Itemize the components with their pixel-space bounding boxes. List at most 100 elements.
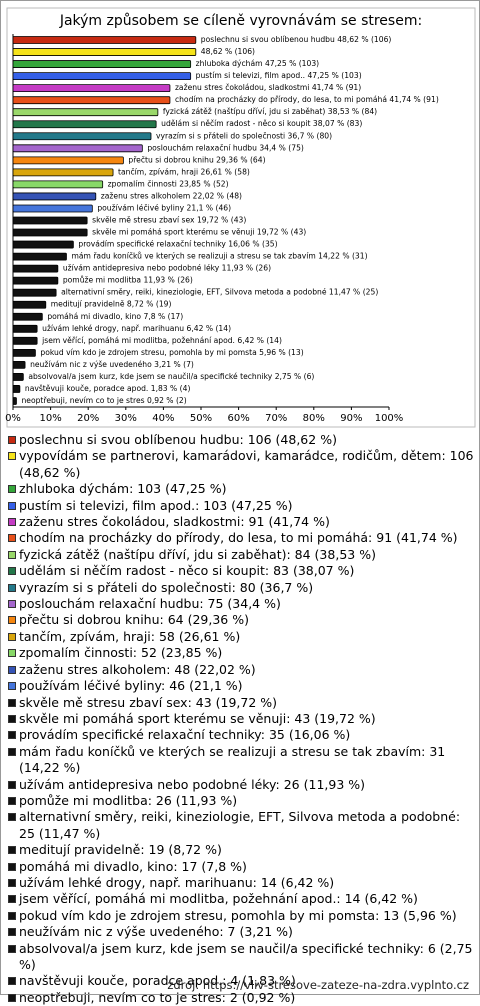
data-label: pomáhá mi divadlo, kino 7,8 % (17)	[47, 312, 183, 321]
data-label: zaženu stres alkoholem 22,02 % (48)	[101, 191, 242, 200]
legend-swatch	[8, 796, 16, 805]
bar	[12, 132, 152, 141]
data-label: navštěvuji kouče, poradce apod. 1,83 % (…	[25, 384, 191, 393]
data-label: poslechnu si svou oblíbenou hudbu 48,62 …	[201, 35, 392, 44]
x-tick-label: 60%	[227, 413, 249, 424]
data-label: udělám si něčím radost - něco si koupit …	[161, 119, 362, 128]
data-label: užívám antidepresiva nebo podobné léky 1…	[63, 264, 271, 273]
bar	[12, 240, 74, 249]
bar	[12, 204, 93, 213]
legend-label: pokud vím kdo je zdrojem stresu, pomohla…	[19, 907, 457, 923]
x-tick-label: 90%	[340, 413, 362, 424]
legend-label: meditují pravidelně: 19 (8,72 %)	[19, 842, 222, 858]
source-note: zdroj: https://vliv-stresove-zateze-na-z…	[167, 978, 469, 992]
legend-swatch	[8, 452, 16, 461]
bar	[12, 385, 21, 393]
data-label: 48,62 % (106)	[201, 47, 255, 56]
chart: Jakým způsobem se cíleně vyrovnávám se s…	[5, 7, 476, 428]
bar	[12, 60, 192, 68]
bar	[12, 228, 88, 237]
legend-swatch	[8, 583, 16, 592]
legend-label: fyzická zátěž (naštípu dříví, jdu si zab…	[19, 546, 376, 562]
legend-item: přečtu si dobrou knihu: 64 (29,36 %)	[7, 612, 475, 628]
legend-swatch	[8, 928, 16, 937]
legend-swatch	[8, 600, 16, 609]
legend-swatch	[8, 682, 16, 691]
bar	[12, 84, 171, 93]
legend-swatch	[8, 550, 16, 559]
data-label: skvěle mě stresu zbaví sex 19,72 % (43)	[92, 216, 246, 225]
legend-label: užívám lehké drogy, např. marihuanu: 14 …	[19, 874, 335, 890]
x-tick-label: 10%	[39, 413, 61, 424]
legend-item: neoptřebuji, nevím co to je stres: 2 (0,…	[7, 990, 475, 1006]
data-label: alternativní směry, reiki, kineziologie,…	[61, 288, 378, 297]
legend-item: pustím si televizi, film apod.: 103 (47,…	[7, 498, 475, 514]
data-label: pomůže mi modlitba 11,93 % (26)	[63, 276, 193, 285]
legend-item: skvěle mě stresu zbaví sex: 43 (19,72 %)	[7, 695, 475, 711]
data-label: absolvoval/a jsem kurz, kde jsem se nauč…	[28, 372, 314, 381]
legend-swatch	[8, 501, 16, 510]
legend-label: chodím na procházky do přírody, do lesa,…	[19, 530, 458, 546]
bar	[12, 373, 24, 381]
legend-swatch	[8, 862, 16, 871]
bar	[12, 72, 192, 81]
legend-item: používám léčivé byliny: 46 (21,1 %)	[7, 678, 475, 694]
legend-item: zhluboka dýchám: 103 (47,25 %)	[7, 481, 475, 497]
legend-item: skvěle mi pomáhá sport kterému se věnuji…	[7, 711, 475, 727]
bar	[12, 156, 124, 165]
chart-title: Jakým způsobem se cíleně vyrovnávám se s…	[59, 13, 422, 29]
legend-item: fyzická zátěž (naštípu dříví, jdu si zab…	[7, 547, 475, 563]
legend-label: poslouchám relaxační hudbu: 75 (34,4 %)	[19, 596, 281, 612]
legend-label: neužívám nic z výše uvedeného: 7 (3,21 %…	[19, 924, 293, 940]
bar	[12, 264, 59, 273]
legend-item: zaženu stres čokoládou, sladkostmi: 91 (…	[7, 514, 475, 530]
legend-label: jsem věřící, pomáhá mi modlitba, požehná…	[19, 891, 418, 907]
legend-swatch	[8, 846, 16, 855]
data-label: skvěle mi pomáhá sport kterému se věnuji…	[92, 228, 306, 237]
legend-label: přečtu si dobrou knihu: 64 (29,36 %)	[19, 612, 249, 628]
data-label: pokud vím kdo je zdrojem stresu, pomohla…	[40, 348, 303, 357]
bar	[12, 336, 38, 345]
legend-item: pomůže mi modlitba: 26 (11,93 %)	[7, 793, 475, 809]
legend-swatch	[8, 698, 16, 707]
legend-swatch	[8, 518, 16, 527]
legend-item: jsem věřící, pomáhá mi modlitba, požehná…	[7, 891, 475, 907]
legend-item: poslouchám relaxační hudbu: 75 (34,4 %)	[7, 596, 475, 612]
legend-swatch	[8, 747, 16, 756]
legend-label: alternativní směry, reiki, kineziologie,…	[19, 809, 461, 841]
data-label: neoptřebuji, nevím co to je stres 0,92 %…	[21, 396, 186, 405]
data-label: přečtu si dobrou knihu 29,36 % (64)	[128, 155, 265, 164]
legend-swatch	[8, 977, 16, 986]
legend-swatch	[8, 436, 16, 444]
legend-item: udělám si něčím radost - něco si koupit:…	[7, 563, 475, 579]
bar	[12, 216, 88, 225]
legend-item: užívám antidepresiva nebo podobné léky: …	[7, 777, 475, 793]
legend-label: zaženu stres alkoholem: 48 (22,02 %)	[19, 661, 256, 677]
legend-item: vypovídám se partnerovi, kamarádovi, kam…	[7, 448, 475, 481]
legend-item: poslechnu si svou oblíbenou hudbu: 106 (…	[7, 432, 475, 448]
data-label: neužívám nic z výše uvedeného 3,21 % (7)	[30, 360, 194, 369]
legend-swatch	[8, 649, 16, 658]
legend-label: absolvoval/a jsem kurz, kde jsem se nauč…	[19, 940, 473, 972]
legend-item: zpomalím činnosti: 52 (23,85 %)	[7, 645, 475, 661]
legend-item: neužívám nic z výše uvedeného: 7 (3,21 %…	[7, 924, 475, 940]
bar	[12, 144, 143, 153]
bar	[12, 192, 97, 201]
data-label: meditují pravidelně 8,72 % (19)	[51, 300, 172, 309]
x-tick-label: 30%	[115, 413, 137, 424]
legend-label: poslechnu si svou oblíbenou hudbu: 106 (…	[19, 432, 337, 447]
legend-label: užívám antidepresiva nebo podobné léky: …	[19, 776, 366, 792]
legend-item: absolvoval/a jsem kurz, kde jsem se nauč…	[7, 941, 475, 974]
x-tick-label: 80%	[303, 413, 325, 424]
data-label: užívám lehké drogy, např. marihuanu 6,42…	[42, 324, 231, 333]
bar	[12, 108, 159, 117]
bar	[12, 180, 104, 189]
data-label: fyzická zátěž (naštípu dříví, jdu si zab…	[163, 107, 377, 116]
data-label: mám řadu koníčků ve kterých se realizuji…	[71, 252, 367, 261]
bar	[12, 120, 157, 129]
x-tick-label: 40%	[152, 413, 174, 424]
legend-swatch	[8, 714, 16, 723]
data-label: pustím si televizi, film apod.. 47,25 % …	[196, 71, 362, 80]
legend-label: vypovídám se partnerovi, kamarádovi, kam…	[19, 448, 474, 480]
bar	[12, 300, 47, 309]
